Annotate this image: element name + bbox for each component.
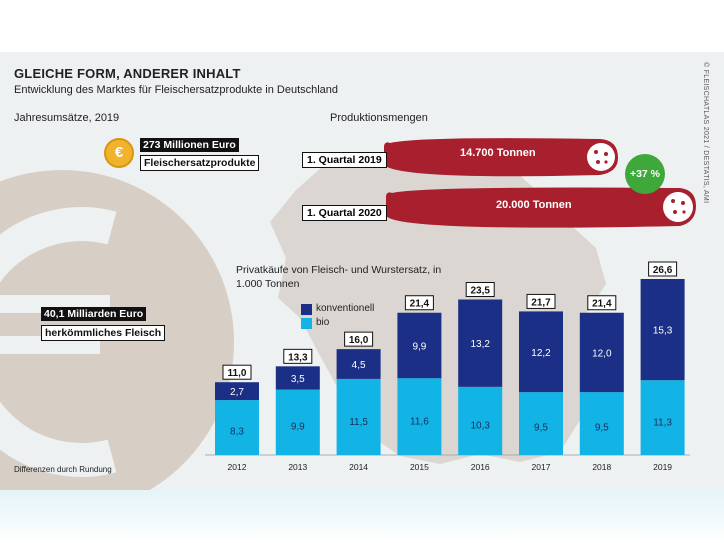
bar-segment-bio — [397, 378, 442, 455]
data-label-bio: 11,3 — [653, 417, 672, 428]
data-label-bio: 8,3 — [230, 426, 244, 437]
x-tick-label: 2013 — [288, 462, 307, 472]
data-label-conventional: 12,0 — [592, 348, 612, 359]
bar-segment-conventional — [275, 366, 320, 390]
total-label: 16,0 — [349, 335, 369, 346]
bar-segment-bio — [215, 400, 259, 455]
legend-label-organic: bio — [316, 317, 330, 328]
legend-swatch-conventional — [301, 304, 312, 315]
x-tick-label: 2018 — [592, 462, 611, 472]
chart-subtitle: Entwicklung des Marktes für Fleischersat… — [14, 84, 339, 96]
data-label-conventional: 15,3 — [653, 326, 673, 337]
data-label-bio: 9,9 — [291, 422, 305, 433]
sausage-slice-icon — [587, 143, 615, 171]
total-label-box — [526, 293, 556, 309]
production-period-2020: 1. Quartal 2020 — [302, 205, 387, 221]
total-label: 11,0 — [228, 368, 247, 379]
data-label-bio: 10,3 — [470, 420, 490, 431]
bar-segment-bio — [275, 389, 320, 455]
sausage-2020 — [386, 187, 696, 228]
data-label-conventional: 4,5 — [352, 360, 366, 371]
total-label-box — [587, 295, 617, 311]
bar-segment-conventional — [579, 312, 624, 393]
x-tick-label: 2019 — [653, 462, 672, 472]
substitute-revenue-label: Fleischersatzprodukte — [140, 155, 260, 171]
total-label-box — [283, 348, 313, 364]
data-label-conventional: 2,7 — [230, 387, 244, 398]
total-label-box — [404, 295, 434, 311]
purchases-heading: Privatkäufe von Fleisch- und Wurstersatz… — [236, 264, 442, 290]
bar-segment-bio — [579, 392, 624, 455]
data-label-conventional: 9,9 — [412, 341, 426, 352]
x-tick-label: 2015 — [410, 462, 429, 472]
production-period-2019: 1. Quartal 2019 — [302, 152, 387, 168]
sausage-2019 — [384, 138, 618, 177]
total-label: 26,6 — [653, 265, 673, 276]
growth-badge: +37 % — [625, 154, 665, 194]
bar-segment-bio — [336, 378, 381, 455]
bar-segment-conventional — [640, 279, 685, 381]
bar-segment-conventional — [458, 299, 503, 387]
x-tick-label: 2012 — [228, 462, 247, 472]
x-tick-label: 2016 — [471, 462, 490, 472]
bar-segment-bio — [640, 380, 685, 455]
legend-label-conventional: konventionell — [316, 303, 375, 314]
data-label-conventional: 13,2 — [470, 339, 490, 350]
bottom-fade — [0, 490, 724, 543]
data-label-bio: 11,5 — [349, 417, 368, 428]
total-label: 21,4 — [592, 299, 612, 310]
euro-coin-icon: € — [104, 138, 134, 168]
sausage-slice-icon — [663, 192, 693, 222]
total-label: 21,4 — [410, 299, 430, 310]
total-label: 21,7 — [531, 297, 551, 308]
production-amount-2019: 14.700 Tonnen — [460, 147, 536, 159]
bar-segment-bio — [458, 386, 503, 455]
total-label-box — [465, 282, 495, 298]
data-label-bio: 9,5 — [534, 423, 548, 434]
total-label-box — [648, 261, 678, 277]
total-label-box — [222, 364, 252, 380]
data-label-bio: 9,5 — [595, 423, 609, 434]
chart-title: GLEICHE FORM, ANDERER INHALT — [14, 66, 241, 81]
legend-swatch-organic — [301, 318, 312, 329]
footnote: Differenzen durch Rundung — [14, 465, 112, 474]
meat-revenue-label: herkömmliches Fleisch — [41, 325, 166, 341]
substitute-revenue-value: 273 Millionen Euro — [140, 138, 239, 152]
x-tick-label: 2017 — [532, 462, 551, 472]
bar-segment-conventional — [215, 382, 259, 401]
total-label-box — [344, 331, 374, 347]
production-amount-2020: 20.000 Tonnen — [496, 199, 572, 211]
bar-segment-conventional — [397, 312, 442, 379]
total-label: 13,3 — [288, 352, 308, 363]
data-label-bio: 11,6 — [410, 416, 429, 427]
total-label: 23,5 — [470, 286, 490, 297]
data-label-conventional: 3,5 — [291, 374, 305, 385]
bar-segment-conventional — [519, 311, 563, 393]
data-label-conventional: 12,2 — [531, 348, 551, 359]
production-heading: Produktionsmengen — [330, 112, 428, 124]
bar-segment-conventional — [336, 349, 381, 379]
bar-segment-bio — [519, 392, 563, 455]
meat-revenue-value: 40,1 Milliarden Euro — [41, 307, 147, 321]
x-tick-label: 2014 — [349, 462, 368, 472]
revenue-heading: Jahresumsätze, 2019 — [14, 112, 120, 124]
